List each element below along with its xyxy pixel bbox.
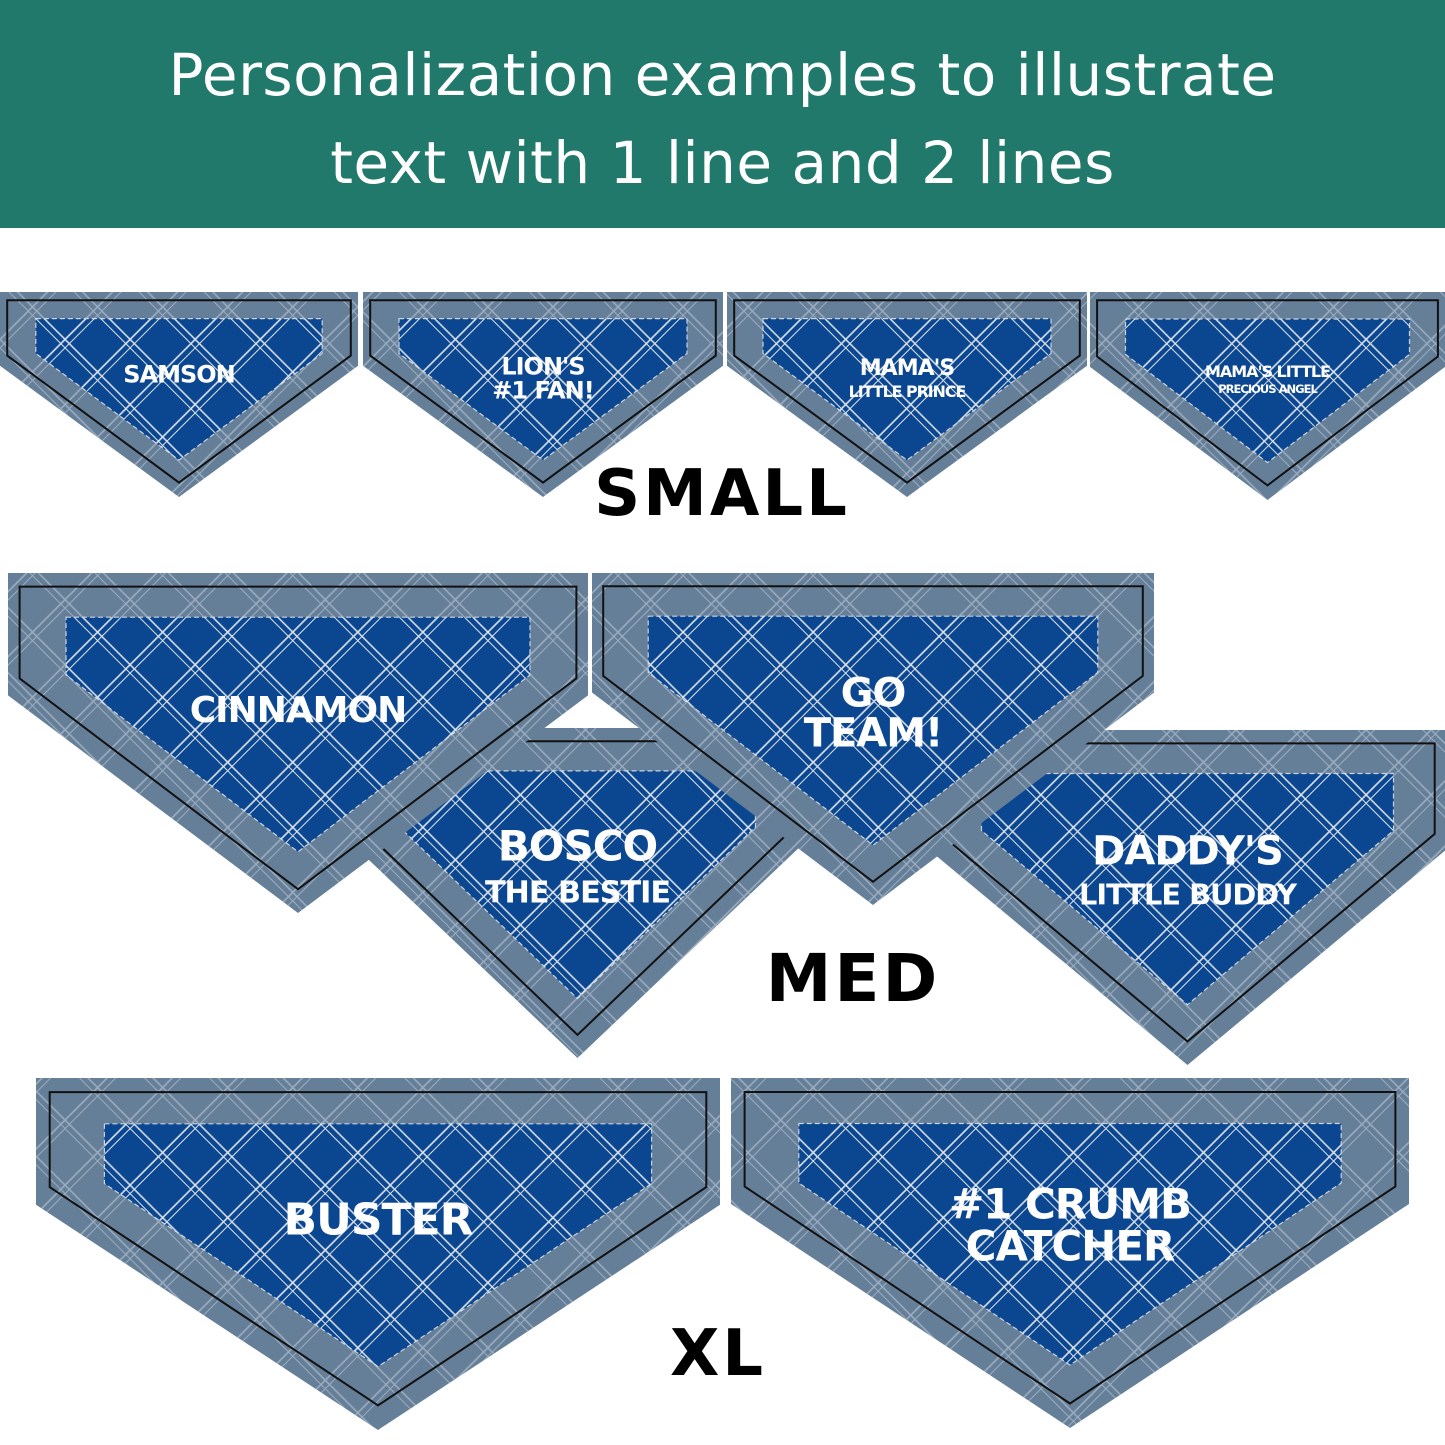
bandana-outline [18, 585, 578, 891]
bandana-text-line: #1 CRUMB [949, 1180, 1191, 1229]
size-label-small: SMALL [594, 457, 850, 531]
header-banner: Personalization examples to illustrate t… [0, 0, 1445, 228]
bandana-text-line: LITTLE BUDDY [1079, 878, 1298, 912]
bandana: BUSTER [36, 1078, 720, 1430]
bandana-text-line: LION'S [501, 353, 584, 381]
bandana-text-line: CINNAMON [190, 690, 407, 731]
bandana-text-line: CATCHER [966, 1222, 1175, 1271]
bandana-text-line: TEAM! [804, 710, 943, 756]
bandana-text-line: GO [841, 670, 906, 716]
bandana-outline [6, 299, 352, 484]
bandana-outline [602, 585, 1144, 884]
bandana-outline [733, 299, 1081, 484]
bandana-text-line: LITTLE PRINCE [849, 382, 966, 401]
bandana: CINNAMON [8, 573, 588, 913]
bandana-text-line: SAMSON [123, 361, 235, 389]
bandana: LION'S#1 FAN! [363, 292, 723, 497]
bandana-text-line: MAMA'S [860, 356, 955, 381]
bandana-text-line: #1 FAN! [492, 377, 593, 405]
bandana-text-line: BOSCO [498, 821, 658, 870]
size-label-med: MED [766, 940, 941, 1017]
bandana-outline [369, 299, 717, 484]
bandana: SAMSON [0, 292, 358, 497]
bandana-text-line: DADDY'S [1092, 829, 1283, 875]
header-title-line-2: text with 1 line and 2 lines [330, 129, 1115, 197]
bandana-outline [48, 1091, 708, 1407]
bandana-outline [1096, 299, 1439, 487]
bandana-text-line: MAMA'S LITTLE [1205, 362, 1330, 381]
bandana-outline [743, 1091, 1397, 1405]
size-label-xl: XL [670, 1317, 766, 1391]
header-title-line-1: Personalization examples to illustrate [168, 41, 1277, 109]
bandana-text-line: BUSTER [284, 1195, 473, 1246]
bandana-text-line: PRECIOUS ANGEL [1218, 382, 1318, 396]
bandana-text-line: THE BESTIE [485, 875, 670, 910]
